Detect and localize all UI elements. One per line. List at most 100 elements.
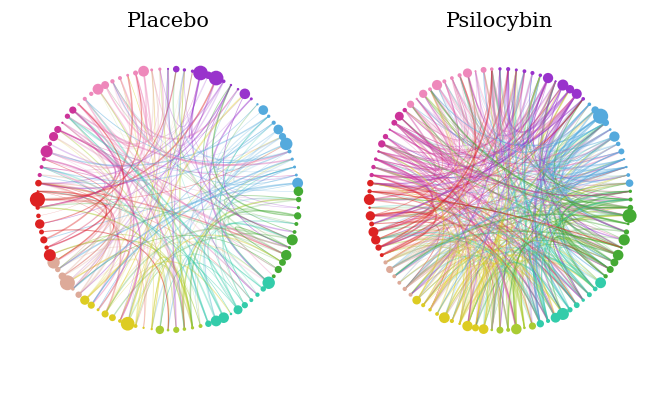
Point: [284, 245, 295, 251]
Point: [287, 237, 298, 243]
Point: [39, 237, 49, 243]
Point: [246, 96, 257, 102]
Point: [100, 82, 110, 88]
Point: [399, 286, 410, 292]
Point: [122, 320, 133, 327]
Point: [571, 91, 582, 97]
Point: [293, 180, 303, 186]
Point: [446, 318, 457, 324]
Point: [373, 148, 384, 154]
Point: [252, 101, 263, 107]
Point: [601, 273, 611, 279]
Point: [558, 311, 568, 317]
Point: [405, 292, 416, 298]
Point: [384, 266, 395, 273]
Point: [163, 66, 174, 72]
Point: [609, 259, 620, 266]
Point: [52, 266, 63, 273]
Point: [384, 126, 395, 133]
Point: [115, 75, 126, 81]
Point: [32, 205, 43, 211]
Point: [478, 67, 489, 73]
Point: [377, 141, 387, 147]
Point: [590, 107, 601, 113]
Point: [394, 113, 405, 119]
Point: [494, 66, 505, 72]
Point: [625, 188, 636, 194]
Point: [364, 205, 375, 211]
Point: [211, 75, 222, 81]
Point: [519, 68, 530, 74]
Point: [93, 86, 104, 93]
Point: [281, 141, 291, 147]
Point: [418, 302, 429, 308]
Point: [211, 318, 222, 324]
Point: [52, 126, 63, 133]
Point: [41, 245, 52, 251]
Title: Placebo: Placebo: [127, 12, 210, 31]
Point: [503, 66, 514, 72]
Point: [62, 280, 73, 286]
Point: [399, 107, 410, 113]
Point: [226, 311, 236, 317]
Point: [550, 314, 561, 321]
Point: [377, 252, 387, 258]
Point: [218, 78, 229, 85]
Point: [203, 72, 214, 79]
Point: [277, 259, 288, 266]
Point: [293, 188, 304, 194]
Point: [601, 120, 611, 126]
Point: [609, 133, 620, 140]
Point: [293, 205, 304, 211]
Point: [519, 325, 530, 331]
Point: [263, 113, 274, 119]
Point: [624, 180, 635, 186]
Point: [454, 72, 465, 79]
Point: [36, 229, 47, 235]
Point: [425, 86, 436, 93]
Point: [218, 314, 229, 321]
Point: [595, 280, 606, 286]
Point: [39, 156, 49, 162]
Point: [226, 82, 236, 88]
Point: [368, 164, 379, 170]
Point: [239, 91, 250, 97]
Point: [590, 286, 601, 292]
Point: [584, 101, 595, 107]
Point: [291, 172, 302, 178]
Point: [462, 323, 473, 329]
Point: [107, 78, 118, 85]
Point: [418, 91, 429, 97]
Point: [542, 75, 553, 81]
Point: [595, 113, 606, 119]
Point: [258, 107, 269, 113]
Point: [624, 213, 635, 219]
Point: [277, 133, 288, 140]
Point: [605, 266, 616, 273]
Point: [446, 75, 457, 81]
Point: [494, 327, 505, 333]
Point: [584, 292, 595, 298]
Point: [370, 237, 381, 243]
Point: [195, 323, 206, 329]
Point: [394, 280, 405, 286]
Point: [625, 205, 636, 211]
Point: [619, 156, 629, 162]
Point: [100, 311, 110, 317]
Point: [621, 164, 632, 170]
Point: [130, 323, 141, 329]
Point: [486, 327, 497, 333]
Point: [45, 252, 55, 258]
Point: [179, 326, 190, 332]
Point: [542, 318, 553, 324]
Point: [578, 297, 589, 303]
Point: [284, 148, 295, 154]
Point: [57, 273, 67, 279]
Point: [616, 245, 627, 251]
Point: [616, 148, 627, 154]
Point: [373, 245, 384, 251]
Point: [269, 273, 279, 279]
Point: [34, 221, 45, 227]
Point: [503, 327, 514, 333]
Point: [36, 164, 47, 170]
